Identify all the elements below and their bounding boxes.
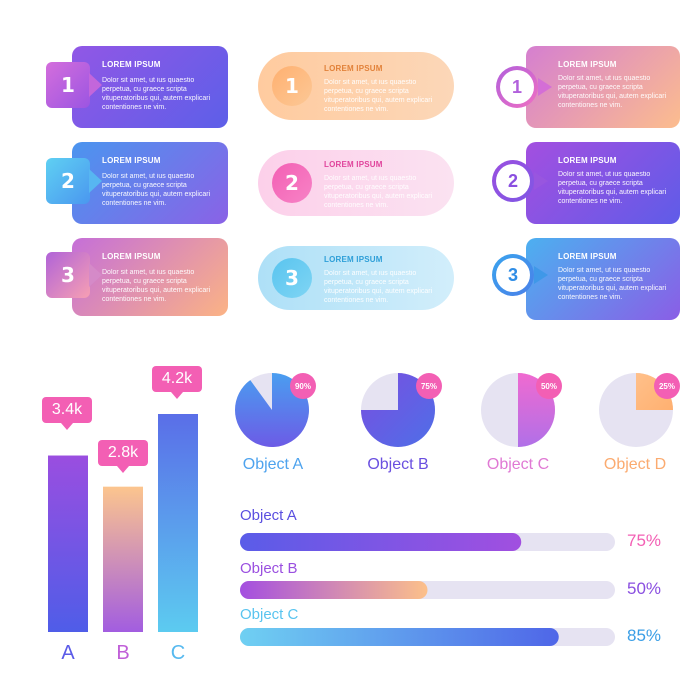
card-title: LOREM IPSUM bbox=[102, 60, 161, 69]
middle-pill-3: 3 LOREM IPSUM Dolor sit amet, ut ius qua… bbox=[258, 246, 454, 310]
bar-b bbox=[103, 486, 143, 632]
middle-pill-2: 2 LOREM IPSUM Dolor sit amet, ut ius qua… bbox=[258, 150, 454, 216]
hbar-fill-object-a bbox=[240, 533, 522, 551]
pie-label-object-a: Object A bbox=[242, 456, 304, 473]
card-body: Dolor sit amet, ut ius quaestio perpetua… bbox=[102, 269, 211, 303]
pie-label-object-c: Object C bbox=[486, 456, 550, 473]
ring-badge-1: 1 bbox=[496, 66, 552, 108]
pie-slice-object-b bbox=[361, 373, 435, 447]
number-badge-1: 1 bbox=[46, 62, 102, 108]
right-card-3: LOREM IPSUM Dolor sit amet, ut ius quaes… bbox=[526, 238, 680, 320]
pie-percent-badge-object-b bbox=[416, 373, 442, 399]
bar-c bbox=[158, 414, 198, 632]
pill-body: Dolor sit amet, ut ius quaestio perpetua… bbox=[324, 175, 433, 209]
pie-percent-badge-object-c bbox=[536, 373, 562, 399]
pill-body: Dolor sit amet, ut ius quaestio perpetua… bbox=[324, 79, 433, 113]
number-badge-3: 3 bbox=[46, 252, 102, 298]
hbar-label-object-a: Object A bbox=[240, 507, 297, 524]
pie-slice-object-a bbox=[234, 373, 309, 447]
ring-number-3: 3 bbox=[496, 258, 530, 292]
card-title: LOREM IPSUM bbox=[558, 60, 617, 69]
card-body: Dolor sit amet, ut ius quaestio perpetua… bbox=[558, 75, 667, 109]
ring-number-1: 1 bbox=[500, 70, 534, 104]
pill-number-3: 3 bbox=[272, 258, 312, 298]
bar-category-c: C bbox=[170, 642, 186, 664]
hbar-value-object-c: 85% bbox=[627, 626, 662, 645]
pill-body: Dolor sit amet, ut ius quaestio perpetua… bbox=[324, 270, 433, 304]
pie-percent-badge-object-d bbox=[654, 373, 680, 399]
pie-label-object-d: Object D bbox=[603, 456, 667, 473]
card-title: LOREM IPSUM bbox=[558, 252, 617, 261]
bar-category-b: B bbox=[116, 642, 130, 664]
pill-number-1: 1 bbox=[272, 66, 312, 106]
pie-percent-label-object-a: 90% bbox=[295, 382, 311, 391]
card-body: Dolor sit amet, ut ius quaestio perpetua… bbox=[558, 267, 667, 301]
hbar-label-object-b: Object B bbox=[240, 560, 298, 577]
bar-category-a: A bbox=[61, 642, 75, 664]
card-body: Dolor sit amet, ut ius quaestio perpetua… bbox=[558, 171, 667, 205]
number-badge-2: 2 bbox=[46, 158, 102, 204]
pill-title: LOREM IPSUM bbox=[324, 255, 383, 264]
pie-percent-label-object-b: 75% bbox=[421, 382, 437, 391]
hbar-value-object-b: 50% bbox=[627, 579, 662, 598]
ring-number-2: 2 bbox=[496, 164, 530, 198]
hbar-fill-object-b bbox=[240, 581, 428, 599]
pill-title: LOREM IPSUM bbox=[324, 160, 383, 169]
right-card-2: LOREM IPSUM Dolor sit amet, ut ius quaes… bbox=[526, 142, 680, 224]
card-title: LOREM IPSUM bbox=[102, 252, 161, 261]
card-body: Dolor sit amet, ut ius quaestio perpetua… bbox=[102, 77, 211, 111]
pill-title: LOREM IPSUM bbox=[324, 64, 383, 73]
pill-number-2: 2 bbox=[272, 163, 312, 203]
hbar-fill-object-c bbox=[240, 628, 559, 646]
pie-percent-badge-object-a bbox=[290, 373, 316, 399]
hbar-value-object-a: 75% bbox=[627, 531, 662, 550]
card-title: LOREM IPSUM bbox=[102, 156, 161, 165]
hbar-label-object-c: Object C bbox=[240, 606, 299, 623]
card-body: Dolor sit amet, ut ius quaestio perpetua… bbox=[102, 173, 211, 207]
ring-badge-3: 3 bbox=[492, 254, 548, 296]
pie-slice-object-d bbox=[636, 373, 673, 410]
card-title: LOREM IPSUM bbox=[558, 156, 617, 165]
ring-badge-2: 2 bbox=[492, 160, 548, 202]
bar-value-label-a: 3.4k bbox=[42, 397, 92, 430]
pie-label-object-b: Object B bbox=[367, 456, 429, 473]
middle-pill-1: 1 LOREM IPSUM Dolor sit amet, ut ius qua… bbox=[258, 52, 454, 120]
bar-value-label-c: 4.2k bbox=[152, 366, 202, 399]
pie-percent-label-object-d: 25% bbox=[659, 382, 675, 391]
bar-value-label-b: 2.8k bbox=[98, 440, 148, 473]
pie-percent-label-object-c: 50% bbox=[541, 382, 557, 391]
bar-a bbox=[48, 455, 88, 632]
